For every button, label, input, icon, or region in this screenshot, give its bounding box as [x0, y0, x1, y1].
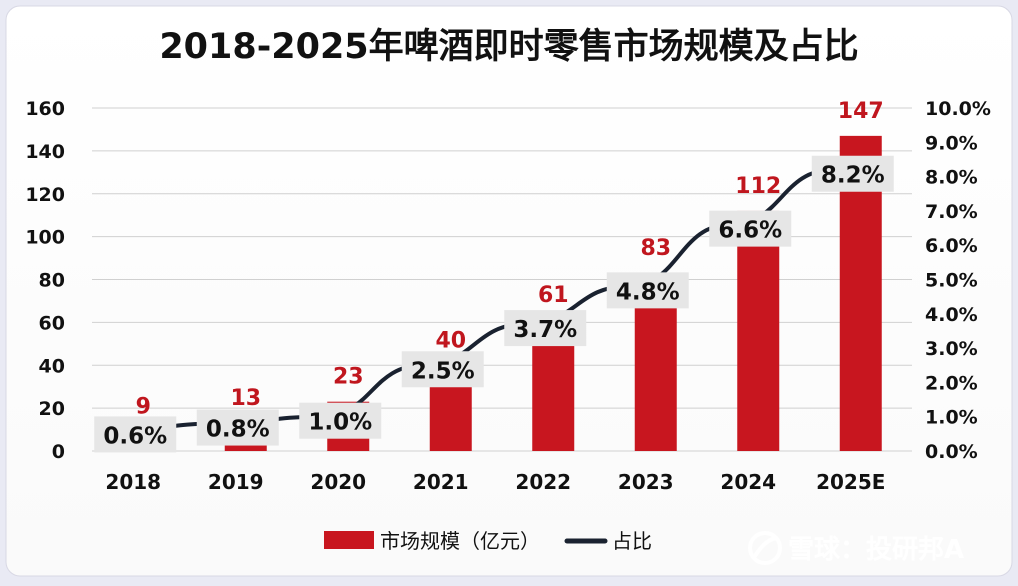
x-tick-label: 2025E — [816, 470, 885, 494]
share-value-label: 0.6% — [103, 423, 167, 449]
bar-value-label: 61 — [538, 283, 569, 308]
right-tick-label: 7.0% — [925, 201, 978, 223]
share-value-label: 6.6% — [718, 218, 782, 244]
legend: 市场规模（亿元） 占比 — [324, 529, 652, 553]
share-value-label: 4.8% — [616, 279, 680, 305]
share-label-box — [299, 402, 382, 439]
left-tick-label: 0 — [52, 441, 65, 463]
bar-value-label: 83 — [640, 236, 671, 261]
right-tick-label: 1.0% — [925, 407, 978, 429]
legend-bar-label: 市场规模（亿元） — [380, 529, 540, 553]
share-value-label: 8.2% — [821, 163, 885, 189]
share-label-box — [709, 210, 792, 247]
x-tick-label: 2018 — [105, 470, 161, 494]
left-axis-ticks: 0 20 40 60 80 100 120 140 160 — [25, 98, 65, 463]
bar-value-label: 40 — [435, 328, 466, 353]
x-tick-label: 2019 — [208, 470, 264, 494]
x-tick-label: 2021 — [413, 470, 469, 494]
legend-bar-swatch — [324, 531, 374, 549]
bar — [737, 210, 780, 451]
share-label-box — [606, 272, 689, 309]
left-tick-label: 140 — [25, 141, 65, 163]
legend-line-label: 占比 — [612, 529, 652, 553]
left-tick-label: 60 — [39, 312, 65, 334]
left-tick-label: 160 — [25, 98, 65, 120]
labels-layer: 9 13 23 40 61 83 112 147 0.6% 0.8% 1.0% 2.5% 3.7% 4.8… — [94, 99, 894, 453]
share-value-label: 3.7% — [513, 317, 577, 343]
share-value-label: 1.0% — [308, 410, 372, 436]
bar-value-label: 9 — [136, 395, 151, 420]
x-tick-label: 2020 — [310, 470, 366, 494]
right-tick-label: 8.0% — [925, 167, 978, 189]
bar-value-label: 147 — [838, 99, 884, 124]
right-axis-ticks: 0.0% 1.0% 2.0% 3.0% 4.0% 5.0% 6.0% 7.0% 8.0% 9.0%… — [925, 98, 991, 463]
watermark-text: 雪球：投研邦A — [788, 535, 964, 565]
bar-value-label: 13 — [230, 386, 261, 411]
share-label-box — [401, 351, 484, 388]
right-tick-label: 4.0% — [925, 304, 978, 326]
share-label-box — [196, 409, 279, 446]
right-tick-label: 3.0% — [925, 338, 978, 360]
share-label-box — [504, 310, 587, 347]
right-tick-label: 5.0% — [925, 270, 978, 292]
left-tick-label: 40 — [39, 355, 65, 377]
right-tick-label: 10.0% — [925, 98, 991, 120]
left-tick-label: 100 — [25, 227, 65, 249]
snowball-logo-icon — [748, 531, 782, 565]
right-tick-label: 0.0% — [925, 441, 978, 463]
category-labels: 2018 2019 2020 2021 2022 2023 2024 2025E — [105, 470, 885, 494]
right-tick-label: 2.0% — [925, 372, 978, 394]
right-tick-label: 6.0% — [925, 235, 978, 257]
bar-value-label: 112 — [735, 174, 781, 199]
share-value-label: 0.8% — [206, 417, 270, 443]
left-tick-label: 20 — [39, 398, 65, 420]
x-tick-label: 2023 — [618, 470, 674, 494]
chart-title: 2018-2025年啤酒即时零售市场规模及占比 — [159, 27, 858, 67]
x-tick-label: 2024 — [720, 470, 776, 494]
share-value-label: 2.5% — [411, 358, 475, 384]
left-tick-label: 120 — [25, 184, 65, 206]
watermark: 雪球：投研邦A — [748, 531, 964, 565]
share-label-box — [94, 416, 177, 453]
left-tick-label: 80 — [39, 270, 65, 292]
bar-value-label: 23 — [333, 365, 364, 390]
x-tick-label: 2022 — [515, 470, 571, 494]
share-label-box — [811, 155, 894, 192]
right-tick-label: 9.0% — [925, 132, 978, 154]
